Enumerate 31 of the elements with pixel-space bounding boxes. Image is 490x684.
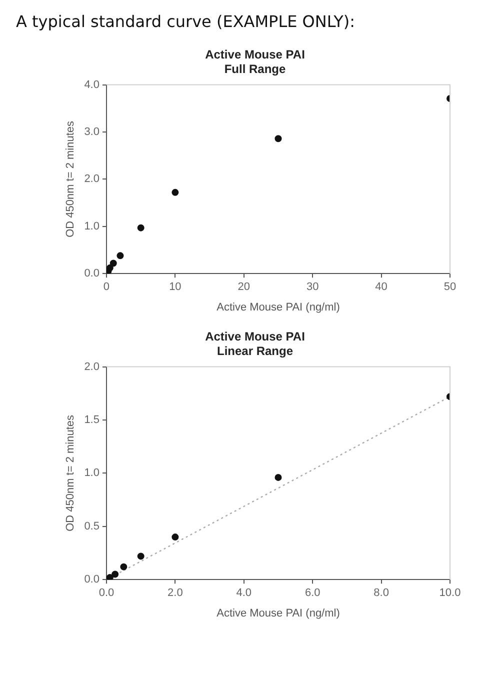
x-tick-label: 4.0 — [236, 587, 252, 600]
y-tick-label: 0.5 — [84, 520, 100, 532]
x-tick-label: 10 — [169, 281, 182, 294]
chart-subtitle: Linear Range — [216, 344, 294, 358]
chart-title: Active Mouse PAI — [205, 48, 305, 62]
x-tick-label: 2.0 — [168, 587, 183, 600]
y-tick-label: 1.5 — [84, 414, 100, 426]
text: A typical standard curve (EXAMPLE ONLY): — [15, 11, 356, 33]
x-tick-label: 8.0 — [374, 587, 389, 600]
x-tick-label: 40 — [375, 281, 388, 294]
x-tick-label: 0.0 — [98, 587, 114, 600]
x-tick-label: 6.0 — [304, 587, 320, 600]
x-tick-label: 30 — [306, 281, 319, 294]
x-axis-title: Active Mouse PAI (ng/ml) — [216, 301, 340, 314]
x-tick-label: 20 — [238, 281, 250, 294]
x-tick-label: 10.0 — [439, 587, 461, 600]
y-tick-label: 3.0 — [84, 126, 100, 138]
x-tick-label: 50 — [444, 281, 456, 294]
x-tick-label: 0 — [103, 281, 110, 294]
x-axis-title: Active Mouse PAI (ng/ml) — [216, 607, 340, 620]
y-tick-label: 4.0 — [84, 78, 100, 91]
y-tick-label: 0.0 — [84, 574, 100, 586]
chart-title: Active Mouse PAI — [205, 330, 305, 344]
y-tick-label: 2.0 — [84, 173, 100, 186]
y-tick-label: 0.0 — [84, 268, 100, 280]
y-tick-label: 1.0 — [84, 467, 100, 480]
chart-subtitle: Full Range — [224, 62, 286, 76]
y-axis-title: OD 450nm t= 2 minutes — [64, 120, 77, 238]
y-axis-title: OD 450nm t= 2 minutes — [64, 414, 77, 532]
y-tick-label: 1.0 — [84, 220, 100, 232]
y-tick-label: 2.0 — [84, 360, 100, 373]
